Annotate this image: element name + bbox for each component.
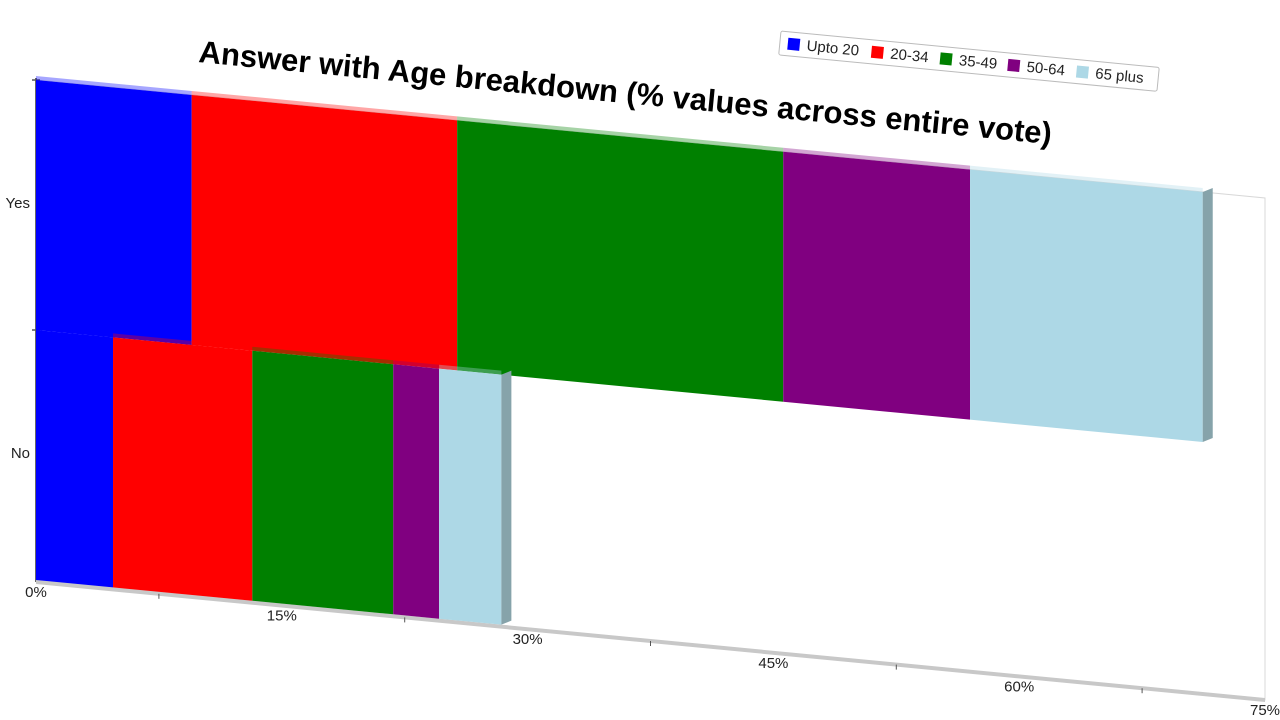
- legend-label: 65 plus: [1095, 65, 1145, 87]
- legend-item-65-plus: 65 plus: [1075, 65, 1145, 87]
- legend-item-upto-20: Upto 20: [787, 37, 860, 60]
- bar-yes-35-49: [457, 120, 784, 402]
- legend-label: Upto 20: [806, 38, 860, 60]
- bar-top-yes-1: [191, 90, 458, 121]
- bar-top-yes-2: [457, 116, 784, 152]
- legend-item-20-34: 20-34: [870, 45, 929, 67]
- legend-label: 50-64: [1026, 59, 1066, 80]
- bar-top-yes-0: [36, 76, 192, 95]
- bar-top-no-0: [36, 326, 114, 338]
- bar-top-yes-3: [783, 147, 971, 170]
- x-tick-label-3: 45%: [758, 655, 788, 672]
- bar-side-yes: [1202, 188, 1213, 443]
- x-tick-label-5: 75%: [1250, 702, 1280, 719]
- legend-label: 20-34: [889, 46, 929, 67]
- category-label-yes: Yes: [6, 195, 30, 212]
- x-axis-ticks: 0% 15% 30% 45% 60% 75%: [25, 584, 1280, 719]
- legend-swatch: [870, 45, 884, 59]
- bar-side-no: [501, 370, 512, 625]
- bar-no-65-plus: [439, 368, 502, 625]
- x-tick-label-1: 15%: [267, 608, 297, 625]
- bar-no-50-64: [393, 364, 440, 619]
- x-tick-label-2: 30%: [513, 631, 543, 648]
- bar-yes-50-64: [783, 151, 971, 420]
- x-tick-label-4: 60%: [1004, 678, 1034, 695]
- bars-layer: [36, 76, 1213, 625]
- bar-yes-65-plus: [970, 169, 1203, 443]
- bar-top-no-2: [252, 346, 394, 365]
- bar-top-no-1: [113, 333, 253, 351]
- legend: Upto 20 20-34 35-49 50-64 65 plus: [778, 30, 1160, 92]
- bar-no-upto-20: [36, 330, 114, 588]
- bar-no-35-49: [252, 350, 394, 615]
- legend-item-35-49: 35-49: [939, 52, 998, 73]
- legend-swatch: [939, 52, 953, 66]
- legend-swatch: [1007, 58, 1021, 73]
- bar-top-yes-4: [970, 165, 1203, 193]
- legend-swatch: [1075, 65, 1089, 79]
- legend-item-50-64: 50-64: [1007, 58, 1066, 80]
- bar-top-no-3: [393, 360, 440, 369]
- legend-swatch: [787, 37, 801, 51]
- bar-yes-20-34: [191, 94, 458, 371]
- legend-label: 35-49: [958, 52, 998, 73]
- bar-yes-upto-20: [36, 80, 192, 345]
- x-tick-label-0: 0%: [25, 584, 47, 601]
- legend-items: Upto 20 20-34 35-49 50-64 65 plus: [787, 37, 1145, 87]
- bar-no-20-34: [113, 337, 253, 601]
- bar-top-no-4: [439, 364, 502, 375]
- category-label-no: No: [11, 445, 30, 462]
